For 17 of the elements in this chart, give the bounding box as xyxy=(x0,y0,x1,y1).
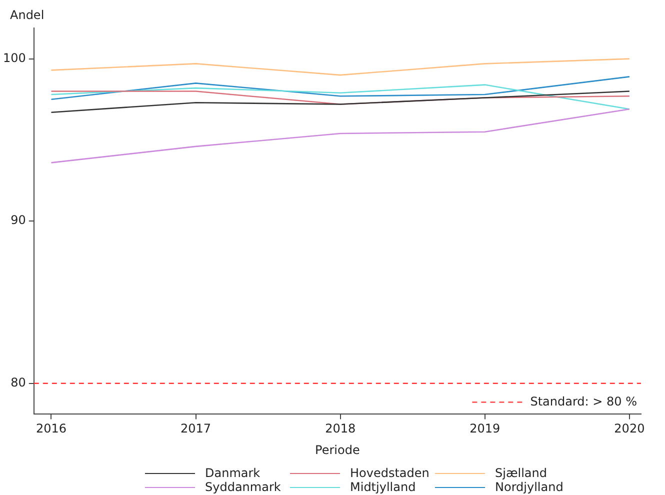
x-axis-title: Periode xyxy=(315,442,360,457)
x-tick-label: 2016 xyxy=(36,422,67,436)
legend-label: Midtjylland xyxy=(350,480,416,494)
x-tick-label: 2020 xyxy=(614,422,645,436)
y-tick-label: 100 xyxy=(3,50,26,65)
y-tick-label: 80 xyxy=(10,375,26,390)
legend-label: Danmark xyxy=(205,466,260,480)
legend-label: Sjælland xyxy=(495,466,547,480)
legend-label: Nordjylland xyxy=(495,480,564,494)
legend-label: Standard: > 80 % xyxy=(530,394,638,408)
x-tick-label: 2018 xyxy=(325,422,356,436)
y-axis-title: Andel xyxy=(10,8,44,22)
legend-label: Syddanmark xyxy=(205,480,281,494)
x-tick-label: 2017 xyxy=(180,422,212,436)
legend-label: Hovedstaden xyxy=(350,466,430,480)
x-tick-label: 2019 xyxy=(470,422,500,436)
y-tick-label: 90 xyxy=(10,213,26,228)
